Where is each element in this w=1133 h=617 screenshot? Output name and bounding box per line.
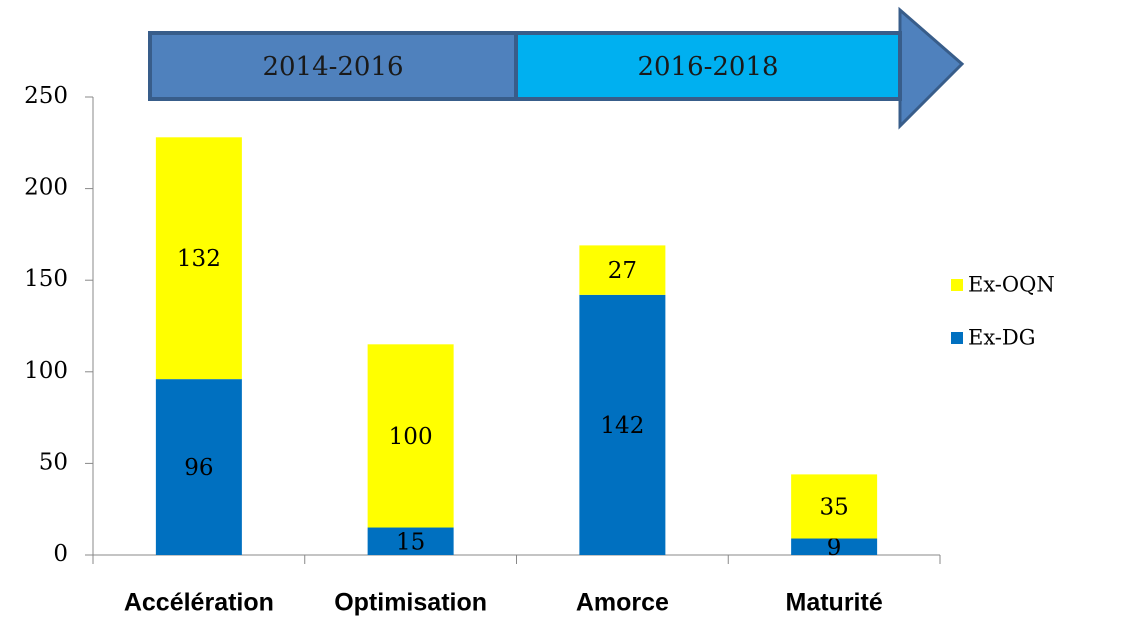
legend-swatch [951, 279, 963, 291]
bar-segment [579, 245, 666, 295]
y-tick-label: 50 [39, 449, 68, 475]
bar-segment [579, 294, 666, 555]
data-label: 9 [827, 535, 842, 561]
data-label: 27 [608, 258, 637, 284]
legend-label: Ex-DG [968, 326, 1036, 350]
y-tick-label: 250 [24, 83, 68, 109]
data-label: 100 [389, 424, 433, 450]
y-tick-label: 100 [24, 358, 68, 384]
period-label: 2016-2018 [637, 52, 778, 82]
bar-segment [367, 344, 454, 528]
x-tick-label: Optimisation [334, 589, 487, 617]
y-tick-label: 150 [24, 266, 68, 292]
data-label: 35 [819, 494, 848, 520]
bar-segment [155, 137, 242, 380]
period-arrow [148, 6, 965, 130]
legend-label: Ex-OQN [968, 273, 1055, 297]
y-tick-label: 0 [53, 541, 68, 567]
y-tick-label: 200 [24, 175, 68, 201]
data-label: 132 [177, 246, 221, 272]
bar-segment [367, 527, 454, 555]
x-tick-label: Maturité [786, 589, 883, 617]
bar-segment [155, 379, 242, 555]
bar-segment [791, 538, 878, 555]
data-label: 15 [396, 529, 425, 555]
data-label: 96 [184, 455, 213, 481]
x-tick-label: Accélération [124, 589, 274, 617]
legend-swatch [951, 332, 963, 344]
period-label: 2014-2016 [262, 52, 403, 82]
data-label: 142 [600, 413, 644, 439]
bar-segment [791, 474, 878, 539]
x-tick-label: Amorce [576, 589, 669, 617]
